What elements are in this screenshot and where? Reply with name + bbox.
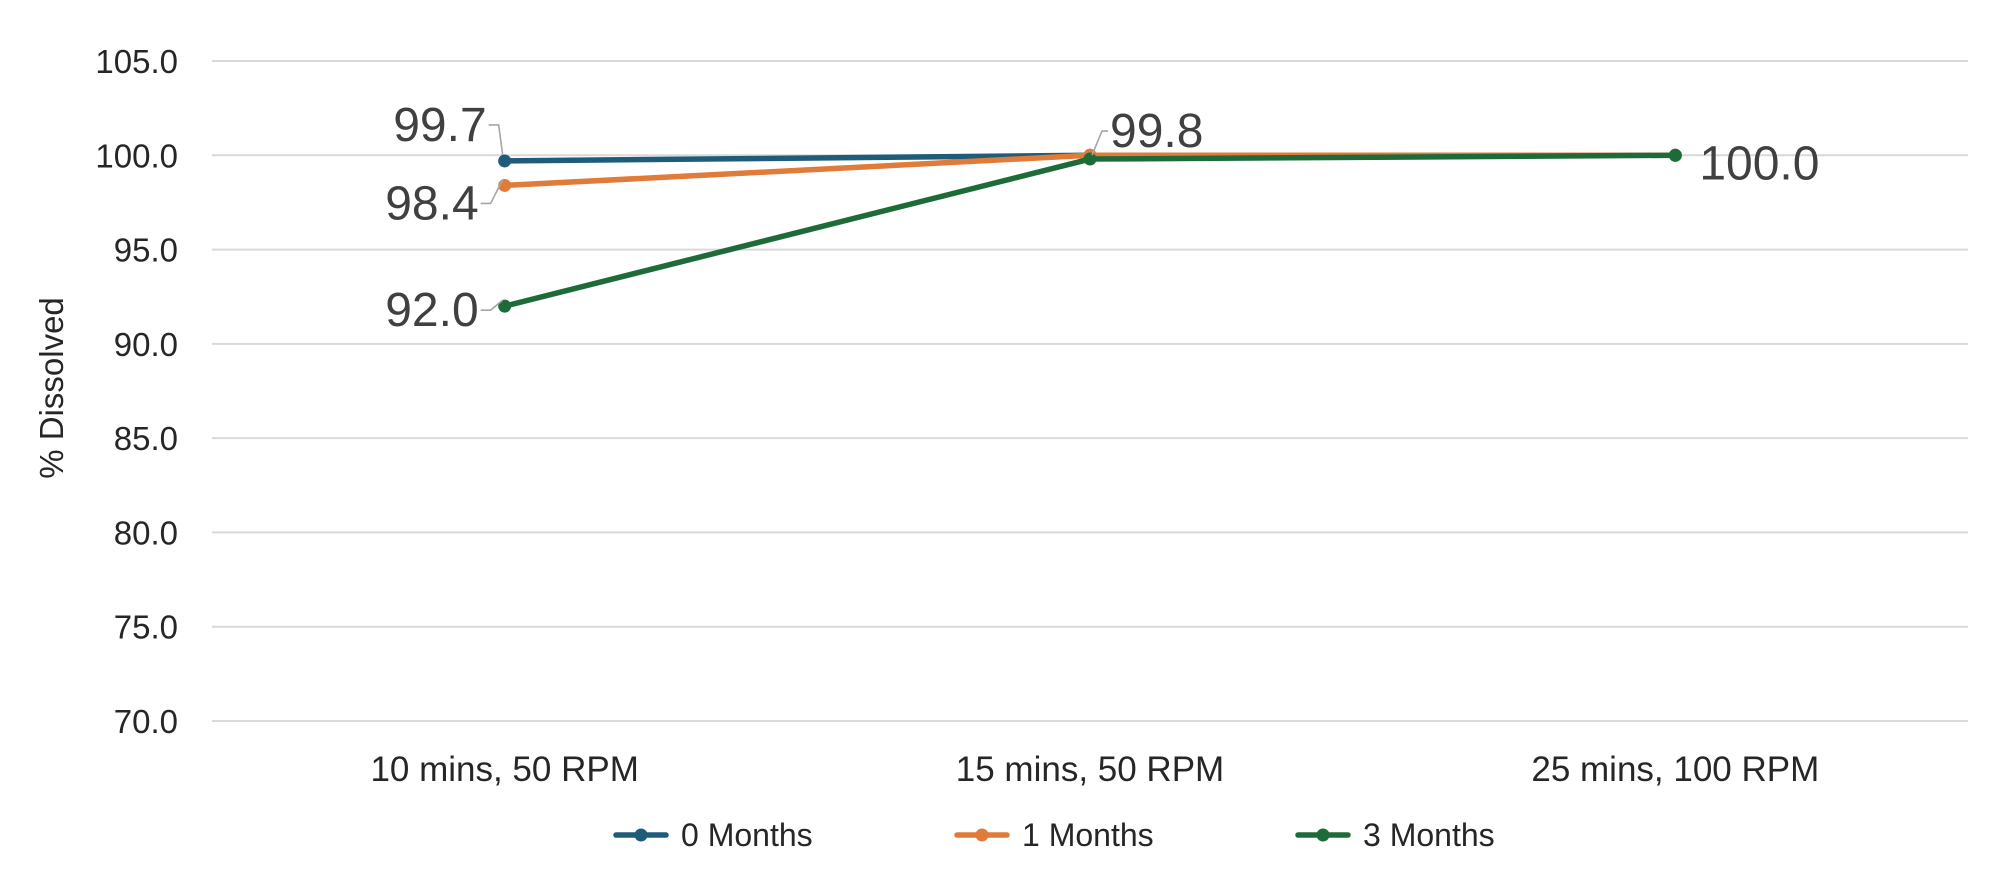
series-2 [498,148,1682,313]
y-tick-label: 100.0 [95,137,178,174]
data-label: 100.0 [1699,137,1819,190]
data-label: 92.0 [385,284,478,337]
series-lines [498,148,1682,313]
x-tick-label: 15 mins, 50 RPM [956,750,1224,789]
x-tick-label: 10 mins, 50 RPM [370,750,638,789]
y-axis-ticks: 70.0 75.0 80.0 85.0 90.0 95.0 100.0 105.0 [95,43,178,740]
legend-label: 1 Months [1022,817,1154,853]
y-tick-label: 90.0 [114,326,178,363]
x-axis-ticks: 10 mins, 50 RPM 15 mins, 50 RPM 25 mins, 1… [370,750,1819,789]
data-point [498,154,512,168]
legend-marker [1316,828,1330,842]
data-label: 98.4 [385,177,478,230]
data-label: 99.7 [393,99,486,152]
legend-marker [975,828,989,842]
leader-line [480,299,504,311]
leader-line [488,124,504,156]
legend-label: 3 Months [1363,817,1495,853]
legend-item: 1 Months [954,817,1154,853]
data-point [1668,148,1682,162]
legend: 0 Months 1 Months 3 Months [613,817,1495,853]
legend-item: 3 Months [1295,817,1495,853]
legend-label: 0 Months [681,817,813,853]
y-axis-title: % Dissolved [33,297,70,479]
data-point [1083,152,1097,166]
y-tick-label: 80.0 [114,514,178,551]
y-tick-label: 105.0 [95,43,178,80]
data-label: 99.8 [1110,105,1203,158]
y-tick-label: 85.0 [114,420,178,457]
data-point [498,299,512,313]
legend-item: 0 Months [613,817,813,853]
leader-line [480,179,504,205]
leader-line [1091,130,1108,156]
x-tick-label: 25 mins, 100 RPM [1531,750,1819,789]
legend-marker [634,828,648,842]
y-tick-label: 70.0 [114,703,178,740]
y-tick-label: 95.0 [114,232,178,269]
y-tick-label: 75.0 [114,609,178,646]
data-labels: 99.7 98.4 92.0 99.8 100.0 [385,99,1819,337]
